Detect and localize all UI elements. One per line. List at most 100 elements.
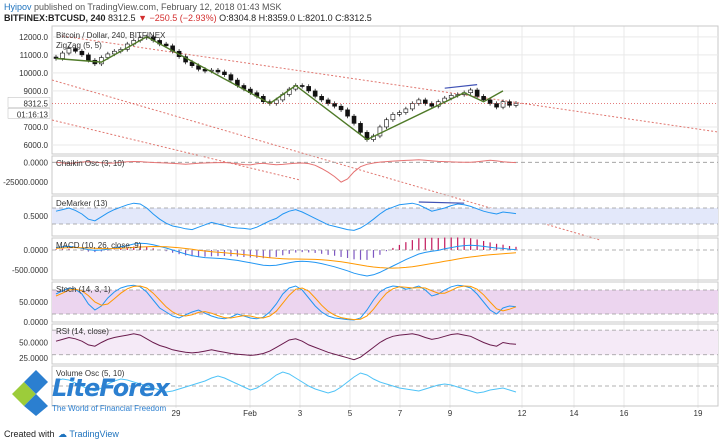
footer-created-with: Created with: [4, 429, 55, 439]
stoch-label: Stoch (14, 3, 1): [56, 285, 111, 294]
rsi-band: [52, 330, 718, 355]
zigzag-label: ZigZag (5, 5): [56, 41, 102, 50]
x-tick-label: 5: [348, 409, 353, 418]
panel-frame: [51, 155, 719, 195]
stoch-tick-label: 0.0000: [24, 318, 49, 327]
candle-body: [312, 90, 318, 97]
chaikin-tick-label: 0.0000: [24, 158, 49, 167]
price-tick-label: 6000.0: [24, 141, 49, 150]
tradingview-cloud-icon: ☁: [58, 429, 67, 439]
demarker-band: [52, 208, 718, 224]
last-price-value: 8312.5: [108, 13, 136, 23]
macd-label: MACD (10, 26, close, 9): [56, 241, 142, 250]
candle-body: [86, 54, 91, 61]
publish-info: Hyipov published on TradingView.com, Feb…: [4, 2, 282, 12]
panel-frame: [51, 25, 719, 155]
volume-osc-line: [55, 371, 517, 394]
candle-body: [345, 109, 350, 117]
stoch-d-line: [55, 285, 517, 321]
stoch-band: [52, 290, 718, 314]
liteforex-logo: LiteForex The World of Financial Freedom: [8, 368, 178, 420]
candle-body: [377, 126, 383, 137]
price-tick-label: 7000.0: [24, 123, 49, 132]
price-tick-label: 10000.0: [19, 69, 48, 78]
countdown-label: 01:16:13: [17, 110, 49, 119]
demarker-divergence-line: [418, 201, 465, 204]
demarker-label: DeMarker (13): [56, 199, 108, 208]
x-tick-label: Feb: [243, 409, 257, 418]
candle-body: [319, 96, 324, 101]
candle-body: [73, 48, 78, 52]
channel-line: [51, 119, 301, 181]
rsi-tick-label: 50.0000: [19, 338, 48, 347]
volume-osc-label: Volume Osc (5, 10): [56, 369, 125, 378]
macd-line: [55, 242, 517, 277]
candle-body: [228, 74, 234, 81]
candle-body: [351, 115, 357, 124]
symbol-name: BITFINEX:BTCUSD, 240: [4, 13, 106, 23]
chaikin-line: [55, 159, 517, 183]
price-tick-label: 9000.0: [24, 87, 49, 96]
macd-tick-label: -500.0000: [12, 266, 49, 275]
candle-body: [384, 119, 389, 128]
candle-body: [338, 105, 344, 111]
candle-body: [325, 99, 331, 104]
candle-body: [222, 71, 227, 75]
price-divergence-line: [444, 83, 478, 89]
liteforex-logo-icon: [12, 370, 48, 416]
candle-body: [474, 89, 480, 97]
candle-body: [66, 48, 72, 54]
candle-body: [500, 101, 506, 108]
published-text: published on TradingView.com, February 1…: [34, 2, 282, 12]
rsi-label: RSI (14, close): [56, 327, 109, 336]
rsi-line: [55, 333, 517, 361]
candle-body: [53, 56, 59, 59]
candle-body: [273, 99, 279, 104]
macd-tick-label: 0.0000: [24, 246, 49, 255]
candle-body: [332, 103, 337, 107]
stoch-tick-label: 50.0000: [19, 298, 48, 307]
logo-name: LiteForex: [52, 374, 170, 402]
candle-body: [416, 99, 422, 104]
candle-body: [494, 103, 499, 108]
x-tick-label: 19: [694, 409, 703, 418]
chaikin-label: Chaikin Osc (3, 10): [56, 159, 125, 168]
candle-body: [358, 123, 363, 133]
candle-body: [390, 114, 396, 121]
price-panel-title: Bitcoin / Dollar, 240, BITFINEX: [56, 31, 166, 40]
channel-line: [51, 79, 601, 241]
demarker-tick-label: 0.5000: [24, 212, 49, 221]
demarker-line: [55, 202, 517, 231]
candle-body: [299, 85, 305, 87]
x-tick-label: 29: [172, 409, 181, 418]
candle-body: [105, 53, 111, 58]
logo-tagline: The World of Financial Freedom: [52, 404, 167, 413]
candle-body: [468, 89, 473, 94]
x-tick-label: 16: [620, 409, 629, 418]
zigzag-line: [55, 36, 504, 141]
candle-body: [60, 52, 65, 59]
candle-body: [397, 112, 402, 115]
candle-body: [513, 102, 519, 106]
candle-body: [163, 43, 169, 47]
author-link[interactable]: Hyipov: [4, 2, 32, 12]
x-tick-label: 9: [448, 409, 453, 418]
x-tick-label: 3: [298, 409, 303, 418]
x-tick-label: 12: [518, 409, 527, 418]
price-tick-label: 11000.0: [20, 51, 49, 60]
candle-body: [306, 86, 311, 92]
down-arrow-icon: ▼: [138, 13, 147, 23]
candle-body: [448, 95, 454, 99]
price-change: −250.5 (−2.93%): [149, 13, 217, 23]
candle-body: [487, 99, 493, 104]
footer-tradingview[interactable]: ☁ TradingView: [58, 429, 119, 440]
x-tick-label: 14: [570, 409, 579, 418]
chaikin-tick-label: -25000.0000: [3, 178, 48, 187]
panel-frame: [51, 237, 719, 281]
candle-body: [429, 103, 435, 107]
tradingview-label: TradingView: [69, 429, 119, 439]
rsi-tick-label: 25.0000: [19, 354, 48, 363]
macd-signal-line: [55, 245, 517, 269]
candle-body: [215, 69, 221, 73]
